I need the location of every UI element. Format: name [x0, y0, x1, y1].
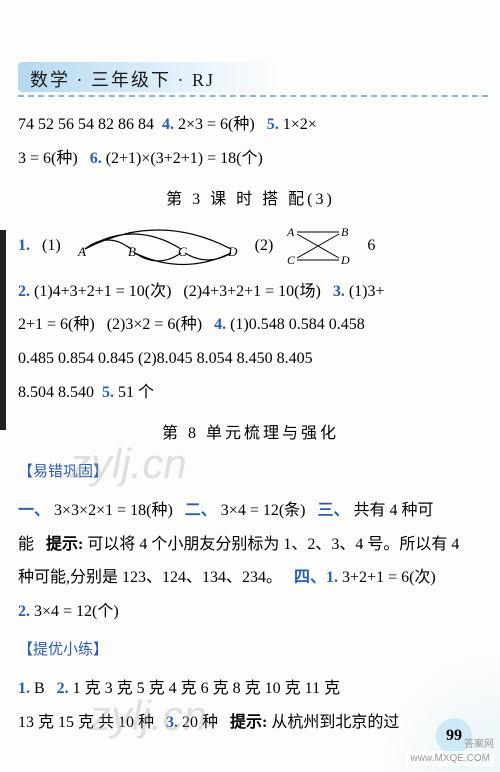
p2: (2)3×2 = 6(种) [107, 316, 202, 333]
a6: (2+1)×(3+2+1) = 18(个) [106, 150, 263, 167]
row-6: 8.504 8.540 5. 51 个 [18, 376, 483, 410]
a2: 1 克 3 克 5 克 4 克 6 克 8 克 10 克 11 克 [73, 680, 340, 697]
p2: (2) [255, 229, 274, 263]
t: 种可能,分别是 123、124、134、234。 [18, 569, 282, 586]
header-rule [18, 95, 488, 97]
arc-diagram: A B C D [73, 221, 243, 271]
a4: 3+2+1 = 6(次) [342, 569, 436, 586]
site-url: www.MXQE.COM [407, 751, 494, 766]
diag-tail: 6 [367, 229, 375, 263]
a5: 51 个 [118, 384, 154, 401]
svg-text:D: D [340, 253, 350, 267]
q2: 2. [57, 680, 69, 697]
q4: 4. [162, 116, 174, 133]
q2: 2. [18, 603, 30, 620]
a4: 2×3 = 6(种) [178, 116, 255, 133]
row-2: 3 = 6(种) 6. (2+1)×(3+2+1) = 18(个) [18, 142, 483, 176]
t: 13 克 15 克 共 10 种 [18, 714, 154, 731]
page-header: 数学 · 三年级下 · RJ [30, 66, 215, 92]
a3: 共有 4 种可 [354, 502, 434, 519]
tip: 提示: [230, 714, 267, 731]
q6: 6. [90, 150, 102, 167]
svg-text:B: B [128, 244, 136, 259]
row-3: 2. (1)4+3+2+1 = 10(次) (2)4+3+2+1 = 10(场)… [18, 275, 483, 309]
t2: 可以将 4 个小朋友分别标为 1、2、3、4 号。所以有 4 [87, 536, 459, 553]
a4: (1)0.548 0.584 0.458 [230, 316, 365, 333]
c: 2+1 = 6(种) [18, 316, 95, 333]
row-4: 2+1 = 6(种) (2)3×2 = 6(种) 4. (1)0.548 0.5… [18, 308, 483, 342]
q1: 1. [18, 680, 30, 697]
q5: 5. [102, 384, 114, 401]
q4: 4. [214, 316, 226, 333]
p1: (1) [42, 229, 61, 263]
q1: 1. [18, 229, 30, 263]
t: 8.504 8.540 [18, 384, 94, 401]
cont: 3 = 6(种) [18, 150, 78, 167]
diagram-row: 1. (1) A B C D (2) A B C D 6 [18, 221, 483, 271]
svg-text:B: B [341, 225, 349, 239]
y2: 二、 [185, 502, 217, 519]
num-list: 74 52 56 54 82 86 84 [18, 116, 154, 133]
q3: 3. [333, 283, 345, 300]
a2a: (1)4+3+2+1 = 10(次) [34, 283, 171, 300]
q2: 2. [18, 283, 30, 300]
row-5: 0.485 0.854 0.845 (2)8.045 8.054 8.450 8… [18, 342, 483, 376]
a2: 3×4 = 12(条) [221, 502, 306, 519]
binding-edge [0, 230, 6, 430]
yc-row-1: 一、 3×3×2×1 = 18(种) 二、 3×4 = 12(条) 三、 共有 … [18, 494, 483, 528]
svg-text:C: C [178, 244, 187, 259]
svg-text:A: A [77, 244, 86, 259]
q3: 3. [166, 714, 178, 731]
y3: 三、 [318, 502, 350, 519]
cross-diagram: A B C D [285, 224, 355, 268]
a5: 1×2× [283, 116, 317, 133]
site-logo: 答案网 [464, 735, 494, 750]
a1: 3×3×2×1 = 18(种) [54, 502, 173, 519]
t1: 能 [18, 536, 34, 553]
row-1: 74 52 56 54 82 86 84 4. 2×3 = 6(种) 5. 1×… [18, 108, 483, 142]
yc-row-3: 种可能,分别是 123、124、134、234。 四、1. 3+2+1 = 6(… [18, 561, 483, 595]
a1: B [34, 680, 45, 697]
tip: 提示: [46, 536, 83, 553]
a3: 20 种 [182, 714, 218, 731]
a2: 3×4 = 12(个) [34, 603, 119, 620]
a2b: (2)4+3+2+1 = 10(场) [183, 283, 320, 300]
bracket-1: 【易错巩固】 [18, 457, 483, 489]
q5: 5. [267, 116, 279, 133]
q4: 四、1. [294, 569, 338, 586]
section-3-title: 第 3 课 时 搭 配(3) [18, 183, 483, 217]
yc-row-4: 2. 3×4 = 12(个) [18, 595, 483, 629]
svg-text:C: C [287, 253, 296, 267]
a3: (1)3+ [349, 283, 385, 300]
svg-text:A: A [286, 225, 295, 239]
yc-row-2: 能 提示: 可以将 4 个小朋友分别标为 1、2、3、4 号。所以有 4 [18, 528, 483, 562]
svg-text:D: D [227, 244, 238, 259]
section-8-title: 第 8 单元梳理与强化 [18, 417, 483, 451]
y1: 一、 [18, 502, 50, 519]
